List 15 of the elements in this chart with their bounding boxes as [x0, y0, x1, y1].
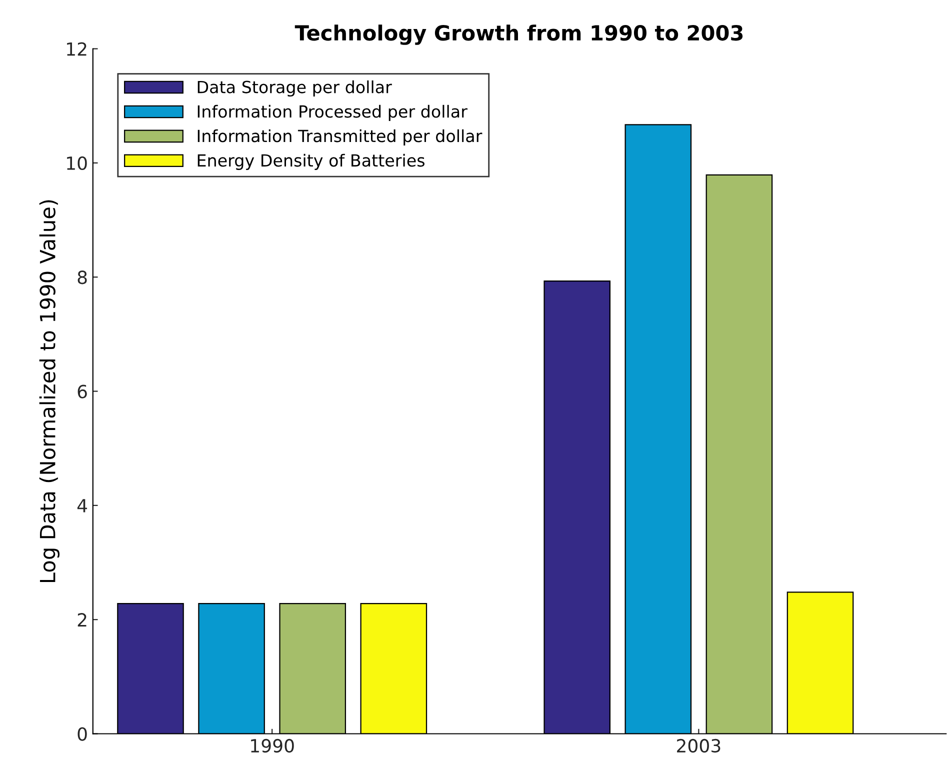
legend-label: Information Processed per dollar — [198, 104, 468, 122]
y-tick-label: 8 — [78, 270, 87, 284]
chart-title: Technology Growth from 1990 to 2003 — [294, 24, 743, 45]
y-tick-label: 2 — [78, 613, 86, 626]
legend-label: Information Transmitted per dollar — [198, 129, 482, 146]
y-tick-label: 0 — [78, 727, 87, 741]
legend-label: Energy Density of Batteries — [198, 154, 424, 170]
y-tick-label: 12 — [67, 42, 86, 56]
x-tick-label: 2003 — [677, 738, 720, 753]
x-tick-label: 1990 — [251, 738, 294, 753]
y-axis-title: Log Data (Normalized to 1990 Value) — [39, 200, 60, 582]
y-tick-label: 10 — [67, 156, 87, 170]
y-tick-label: 6 — [78, 384, 87, 398]
legend-label: Data Storage per dollar — [198, 80, 392, 97]
y-tick-label: 4 — [77, 499, 88, 512]
